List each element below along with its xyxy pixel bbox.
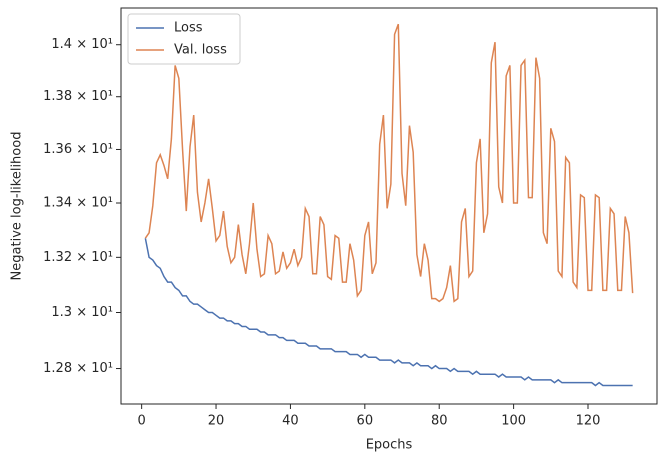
- legend-frame: [127, 13, 241, 65]
- x-tick-label: 80: [431, 414, 448, 429]
- x-tick-label: 100: [501, 414, 526, 429]
- legend-label: Val. loss: [174, 43, 227, 58]
- x-tick-label: 120: [576, 414, 601, 429]
- x-tick-label: 60: [357, 414, 374, 429]
- line-series: [144, 238, 633, 387]
- line-series: [144, 23, 634, 303]
- legend-label: Loss: [174, 21, 203, 36]
- y-tick-label: 1.28 × 10¹: [43, 361, 113, 376]
- y-axis-label: Negative log-likelihood: [10, 132, 25, 281]
- x-axis-label: Epochs: [366, 438, 413, 453]
- y-tick-label: 1.34 × 10¹: [43, 196, 113, 211]
- y-tick-label: 1.3 × 10¹: [51, 305, 113, 320]
- y-tick-label: 1.4 × 10¹: [51, 37, 113, 52]
- y-tick-label: 1.38 × 10¹: [43, 89, 113, 104]
- y-tick-label: 1.36 × 10¹: [43, 142, 113, 157]
- x-tick-label: 0: [138, 414, 146, 429]
- y-tick-label: 1.32 × 10¹: [43, 250, 113, 265]
- plot-frame: [120, 7, 658, 405]
- legend: Loss Val. loss: [127, 13, 241, 65]
- x-tick-label: 40: [282, 414, 299, 429]
- x-tick-label: 20: [208, 414, 225, 429]
